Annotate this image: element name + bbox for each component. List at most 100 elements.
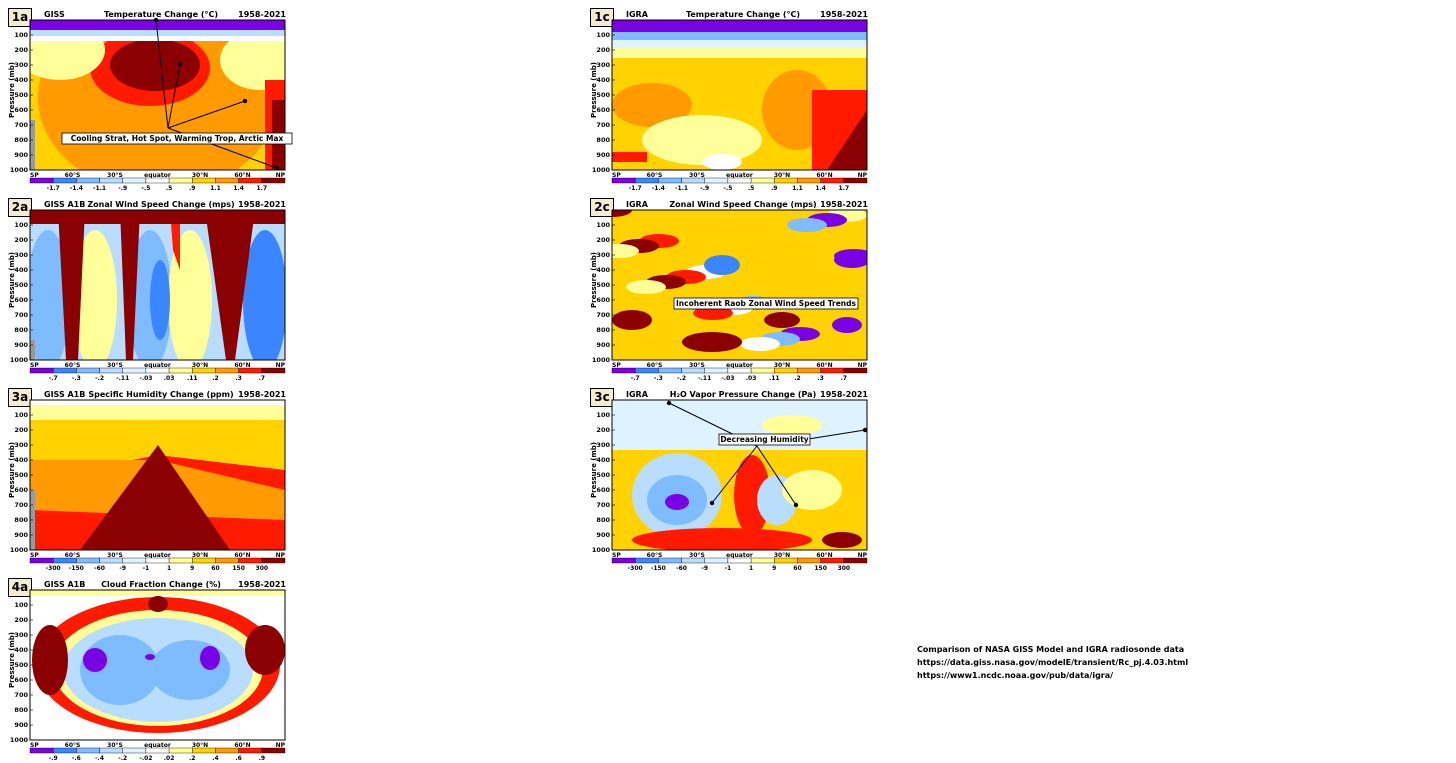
x-tick-label: 30°N bbox=[192, 362, 208, 369]
colorbar-swatch bbox=[704, 177, 729, 184]
y-tick-label: 100 bbox=[14, 601, 28, 609]
panel-range: 1958-2021 bbox=[238, 580, 286, 589]
x-tick-label: 60°S bbox=[647, 362, 663, 369]
contour-field bbox=[612, 20, 867, 170]
x-tick-label: 30°N bbox=[774, 552, 790, 559]
panel-label: 2a bbox=[8, 198, 32, 217]
x-tick-label: 30°S bbox=[107, 742, 123, 749]
x-tick-label: 30°S bbox=[107, 552, 123, 559]
colorbar-swatch bbox=[238, 557, 263, 564]
colorbar-swatch bbox=[611, 177, 636, 184]
x-tick-label: 30°N bbox=[774, 172, 790, 179]
colorbar-swatch bbox=[634, 177, 659, 184]
colorbar-label: -1.7 bbox=[47, 185, 60, 192]
y-tick-label: 400 bbox=[14, 456, 28, 464]
contour-field bbox=[30, 400, 285, 550]
colorbar-label: -150 bbox=[69, 565, 84, 572]
x-tick-label: NP bbox=[276, 362, 286, 369]
colorbar-label: -.5 bbox=[723, 185, 732, 192]
colorbar-label: 1 bbox=[749, 565, 753, 572]
colorbar-label: 60 bbox=[793, 565, 801, 572]
y-tick-label: 500 bbox=[596, 91, 610, 99]
colorbar-label: -9 bbox=[701, 565, 708, 572]
y-tick-label: 700 bbox=[14, 501, 28, 509]
panel-label: 4a bbox=[8, 578, 32, 597]
y-tick-label: 900 bbox=[14, 341, 28, 349]
panel-source: GISS bbox=[44, 10, 65, 19]
annotation-point bbox=[709, 500, 715, 506]
panel-range: 1958-2021 bbox=[238, 200, 286, 209]
colorbar-label: -1.1 bbox=[93, 185, 106, 192]
colorbar-swatch bbox=[52, 557, 77, 564]
colorbar-swatch bbox=[145, 367, 170, 374]
x-tick-label: SP bbox=[30, 172, 39, 179]
panel-source: IGRA bbox=[626, 10, 648, 19]
colorbar-label: 150 bbox=[814, 565, 827, 572]
x-tick-label: NP bbox=[276, 172, 286, 179]
contour-field bbox=[612, 210, 867, 360]
x-tick-label: 60°S bbox=[65, 742, 81, 749]
colorbar-swatch bbox=[192, 747, 216, 754]
colorbar-swatch bbox=[634, 557, 659, 564]
annotation-box bbox=[718, 433, 811, 446]
colorbar-swatch bbox=[261, 367, 286, 374]
colorbar-label: .5 bbox=[166, 185, 172, 192]
contour-region bbox=[612, 48, 867, 58]
contour-region bbox=[693, 306, 733, 320]
x-tick-label: 60°N bbox=[816, 552, 832, 559]
colorbar-swatch bbox=[681, 367, 705, 374]
colorbar-swatch bbox=[774, 177, 798, 184]
colorbar-swatch bbox=[238, 367, 263, 374]
colorbar-label: 300 bbox=[838, 565, 851, 572]
x-tick-label: SP bbox=[30, 362, 39, 369]
contour-region bbox=[632, 528, 812, 550]
colorbar-label: .3 bbox=[817, 375, 823, 382]
annotation-leader bbox=[756, 445, 797, 506]
colorbar-label: -.2 bbox=[95, 375, 104, 382]
y-tick-label: 200 bbox=[596, 236, 610, 244]
y-tick-label: 600 bbox=[14, 486, 28, 494]
colorbar-swatch bbox=[145, 747, 170, 754]
contour-region bbox=[145, 654, 155, 660]
colorbar-swatch bbox=[727, 177, 752, 184]
colorbar-label: -.7 bbox=[49, 375, 58, 382]
colorbar-swatch bbox=[611, 557, 636, 564]
y-tick-label: 400 bbox=[14, 76, 28, 84]
panel-label: 1a bbox=[8, 8, 32, 27]
x-tick-label: equator bbox=[726, 172, 753, 179]
colorbar-swatch bbox=[704, 367, 729, 374]
colorbar-swatch bbox=[29, 557, 54, 564]
colorbar-swatch bbox=[168, 557, 193, 564]
panel-1c: 1c IGRA Temperature Change (°C) 1958-2021 Pr… bbox=[590, 8, 880, 193]
y-tick-label: 800 bbox=[596, 326, 610, 334]
contour-field bbox=[30, 210, 285, 360]
contour-region bbox=[32, 625, 68, 695]
x-tick-label: NP bbox=[858, 172, 868, 179]
y-tick-label: 1000 bbox=[10, 736, 29, 744]
colorbar-swatch bbox=[658, 177, 682, 184]
colorbar-swatch bbox=[704, 557, 729, 564]
y-tick-label: 200 bbox=[14, 426, 28, 434]
panel-source: GISS A1B bbox=[44, 580, 86, 589]
colorbar-swatch bbox=[750, 367, 775, 374]
panel-2c: 2c IGRA Zonal Wind Speed Change (mps) 1958-… bbox=[590, 198, 880, 383]
colorbar-swatch bbox=[29, 747, 54, 754]
colorbar-swatch bbox=[29, 177, 54, 184]
y-tick-label: 400 bbox=[596, 266, 610, 274]
contour-region bbox=[30, 20, 285, 30]
x-tick-label: 60°S bbox=[647, 172, 663, 179]
colorbar-label: .9 bbox=[189, 185, 195, 192]
panel-title: Zonal Wind Speed Change (mps) bbox=[87, 200, 235, 209]
colorbar-label: 1.1 bbox=[792, 185, 803, 192]
colorbar-label: 9 bbox=[772, 565, 776, 572]
x-tick-label: 30°N bbox=[192, 742, 208, 749]
x-tick-label: SP bbox=[612, 552, 621, 559]
annotation-point bbox=[153, 17, 159, 23]
x-tick-label: SP bbox=[612, 362, 621, 369]
y-tick-label: 800 bbox=[14, 706, 28, 714]
contour-region bbox=[58, 210, 85, 360]
y-tick-label: 200 bbox=[596, 426, 610, 434]
colorbar-swatch bbox=[99, 367, 123, 374]
